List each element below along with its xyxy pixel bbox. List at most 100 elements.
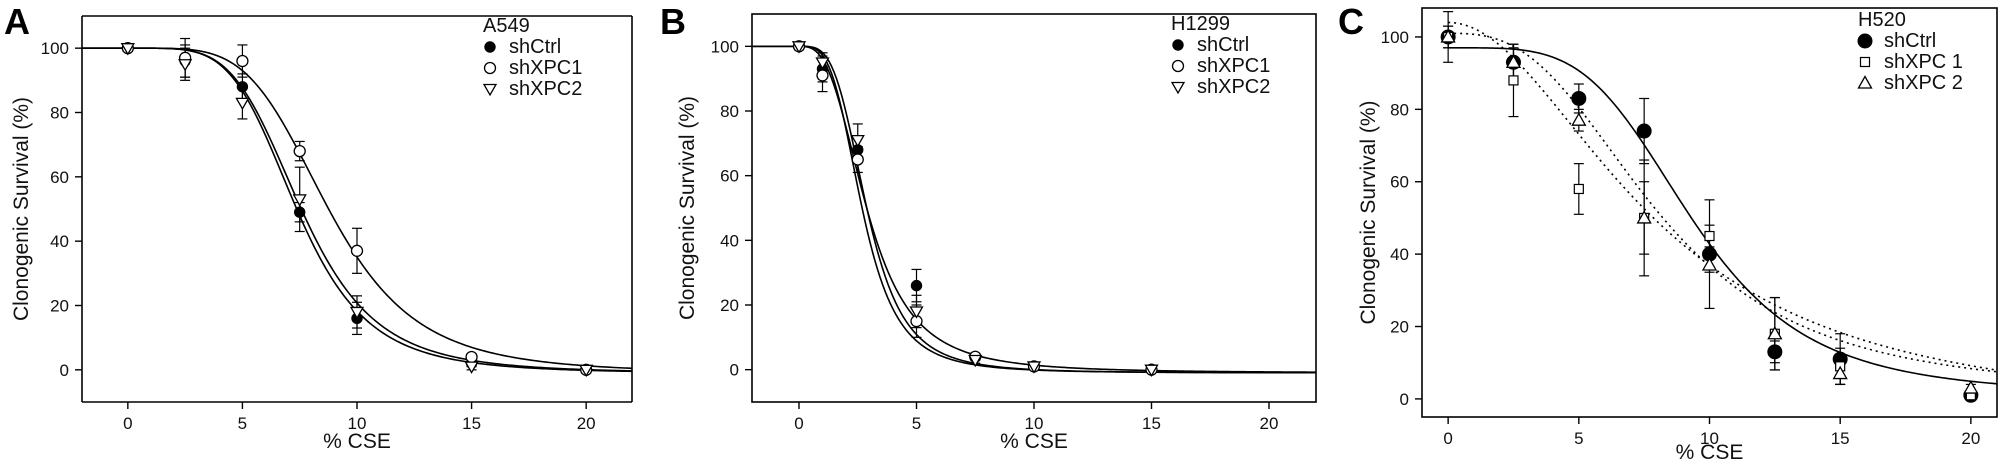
data-point-shxpc2 bbox=[1636, 210, 1652, 224]
y-tick-label: 0 bbox=[60, 361, 69, 380]
y-tick-label: 100 bbox=[711, 37, 739, 56]
y-axis-title: Clonogenic Survival (%) bbox=[676, 96, 699, 320]
x-tick-label: 5 bbox=[912, 414, 921, 433]
data-point-shxpc2 bbox=[1440, 29, 1456, 43]
panel-letter: C bbox=[1338, 1, 1364, 42]
legend-marker bbox=[483, 61, 497, 75]
y-tick-label: 100 bbox=[1381, 28, 1409, 47]
data-point-shxpc2 bbox=[235, 97, 250, 111]
x-tick-label: 20 bbox=[1260, 414, 1279, 433]
fit-curve-shctrl bbox=[1448, 47, 1998, 385]
y-tick-label: 20 bbox=[720, 296, 739, 315]
x-tick-label: 20 bbox=[1961, 429, 1980, 448]
data-point-shxpc2 bbox=[349, 306, 365, 320]
y-axis-title: Clonogenic Survival (%) bbox=[10, 97, 33, 321]
data-point-shxpc2 bbox=[292, 194, 307, 207]
x-axis-title: % CSE bbox=[1676, 441, 1744, 464]
y-tick-label: 40 bbox=[1390, 245, 1409, 264]
data-point-shxpc2 bbox=[850, 134, 865, 148]
y-tick-label: 100 bbox=[41, 39, 69, 58]
x-tick-label: 15 bbox=[462, 414, 481, 433]
legend-marker bbox=[1170, 81, 1186, 95]
data-point-shctrl bbox=[1767, 344, 1783, 360]
panel-letter: B bbox=[660, 1, 686, 42]
data-point-shxpc2 bbox=[120, 43, 135, 56]
data-point-shxpc2 bbox=[815, 57, 830, 70]
data-point-shxpc2 bbox=[1505, 54, 1522, 68]
panel-b: 0 5 10 15 20 0 20 40 60 80 100 % CSE Clonogenic Surv… bbox=[660, 1, 1317, 453]
data-point-shxpc1 bbox=[851, 153, 864, 166]
data-point-shxpc2 bbox=[1963, 380, 1979, 394]
legend-label: shXPC1 bbox=[509, 57, 582, 79]
legend-marker bbox=[1857, 75, 1873, 89]
x-axis-title: % CSE bbox=[323, 430, 391, 453]
legend-marker bbox=[1859, 56, 1871, 68]
data-point-shctrl bbox=[236, 81, 249, 93]
x-tick-label: 0 bbox=[1443, 429, 1452, 448]
data-point-shxpc2 bbox=[968, 354, 983, 368]
y-tick-label: 0 bbox=[1400, 390, 1409, 409]
legend-label: shXPC1 bbox=[1197, 55, 1270, 77]
legend-label: shXPC 2 bbox=[1884, 72, 1963, 94]
data-point-shxpc2 bbox=[909, 306, 924, 319]
x-tick-label: 10 bbox=[1025, 414, 1044, 433]
data-point-shctrl bbox=[910, 279, 923, 292]
legend-title: H1299 bbox=[1171, 13, 1230, 35]
data-point-shxpc1 bbox=[236, 54, 249, 68]
legend-label: shXPC2 bbox=[509, 78, 582, 100]
data-point-shxpc2 bbox=[1832, 365, 1848, 380]
data-point-shxpc2 bbox=[1701, 257, 1718, 271]
x-tick-label: 20 bbox=[577, 414, 596, 433]
x-tick-label: 15 bbox=[1142, 414, 1161, 433]
data-point-shxpc1 bbox=[1573, 183, 1584, 195]
fit-curve-shxpc1 bbox=[1448, 21, 1998, 371]
y-axis-title: Clonogenic Survival (%) bbox=[1357, 100, 1380, 324]
data-point-shxpc2 bbox=[791, 41, 807, 54]
data-point-shxpc1 bbox=[816, 69, 829, 82]
legend-label: shXPC 1 bbox=[1884, 51, 1963, 73]
y-tick-label: 20 bbox=[1390, 318, 1409, 337]
data-point-shctrl bbox=[1571, 90, 1587, 106]
legend-label: shCtrl bbox=[1197, 34, 1249, 56]
data-point-shxpc2 bbox=[1767, 325, 1783, 340]
fit-curve-shxpc2 bbox=[1448, 32, 1998, 373]
x-tick-label: 0 bbox=[794, 414, 803, 433]
x-tick-label: 10 bbox=[1700, 429, 1719, 448]
y-tick-label: 60 bbox=[50, 168, 69, 187]
legend-label: shCtrl bbox=[1884, 30, 1936, 52]
panel-a: 0 5 10 15 20 0 20 40 60 80 100 % CSE Clonogenic Surv… bbox=[4, 1, 633, 453]
data-point-shxpc2 bbox=[1144, 364, 1159, 377]
y-tick-label: 80 bbox=[1390, 100, 1409, 119]
legend-title: A549 bbox=[483, 15, 530, 37]
data-point-shxpc2 bbox=[178, 59, 193, 72]
legend-marker bbox=[1172, 39, 1184, 51]
data-point-shxpc2 bbox=[579, 364, 594, 378]
x-tick-label: 5 bbox=[238, 414, 247, 433]
data-point-shctrl bbox=[1636, 123, 1652, 139]
y-tick-label: 60 bbox=[720, 167, 739, 186]
legend-marker bbox=[1171, 59, 1185, 73]
y-tick-label: 40 bbox=[50, 232, 69, 251]
x-tick-label: 0 bbox=[123, 414, 132, 433]
legend-title: H520 bbox=[1858, 9, 1906, 31]
panel-c: 0 5 10 15 20 0 20 40 60 80 100 % CSE Clonogenic Surv… bbox=[1338, 1, 1998, 464]
data-point-shxpc2 bbox=[1571, 112, 1587, 126]
legend-marker bbox=[484, 41, 496, 53]
y-tick-label: 80 bbox=[720, 102, 739, 121]
y-tick-label: 20 bbox=[50, 297, 69, 316]
x-tick-label: 5 bbox=[1574, 429, 1583, 448]
y-tick-label: 80 bbox=[50, 104, 69, 123]
data-point-shxpc1 bbox=[350, 244, 364, 257]
data-point-shxpc1 bbox=[465, 350, 478, 364]
legend-marker bbox=[482, 83, 498, 97]
x-tick-label: 15 bbox=[1831, 429, 1850, 448]
data-point-shxpc2 bbox=[1026, 361, 1042, 374]
legend-marker bbox=[1857, 33, 1873, 49]
x-tick-label: 10 bbox=[348, 414, 367, 433]
legend-label: shCtrl bbox=[509, 36, 561, 58]
data-point-shxpc1 bbox=[1704, 230, 1715, 242]
